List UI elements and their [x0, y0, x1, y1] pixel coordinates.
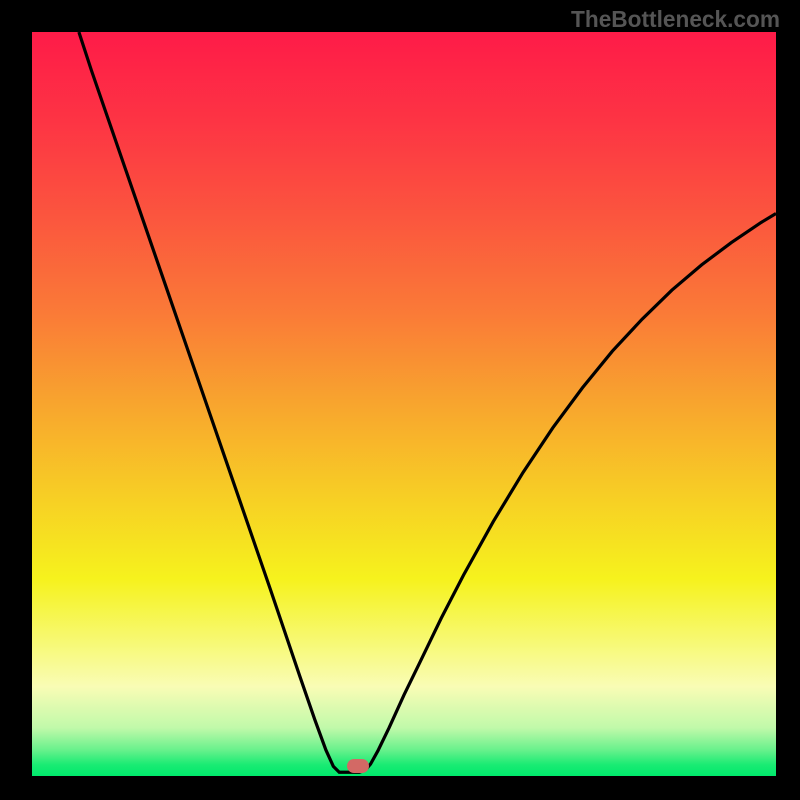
optimum-marker — [347, 759, 369, 773]
curve-layer — [32, 32, 776, 776]
watermark-text: TheBottleneck.com — [571, 6, 780, 33]
bottleneck-curve — [79, 32, 776, 772]
chart-container: TheBottleneck.com — [0, 0, 800, 800]
plot-area — [32, 32, 776, 776]
